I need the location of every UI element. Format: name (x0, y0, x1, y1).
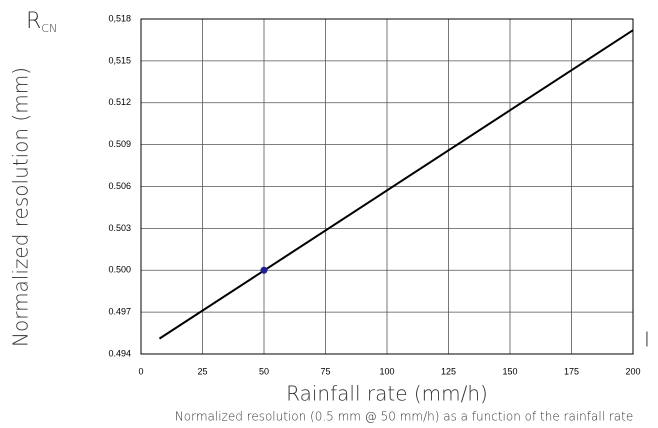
y-tick-label: 0.497 (108, 307, 131, 317)
plot-frame (140, 18, 634, 355)
y-tick-label: 0.509 (108, 139, 131, 149)
x-tick-label: 0 (138, 366, 143, 376)
caption: Normalized resolution (0.5 mm @ 50 mm/h)… (175, 410, 633, 424)
y-tick-label: 0.500 (108, 265, 131, 275)
y-tick-label: 0,518 (108, 13, 131, 23)
y-tick-label: 0.494 (108, 348, 131, 358)
x-tick-label: 75 (320, 366, 330, 376)
x-tick-label: 100 (379, 366, 394, 376)
y-tick-label: 0.512 (108, 97, 131, 107)
x-tick-label: 200 (625, 366, 640, 376)
x-axis-label: Rainfall rate (mm/h) (286, 382, 488, 406)
data-line (158, 29, 634, 340)
data-point (260, 266, 268, 274)
y-tick-label: 0,515 (108, 55, 131, 65)
x-tick-label: 125 (441, 366, 456, 376)
x-tick-label: 25 (197, 366, 207, 376)
annotation: I (644, 328, 650, 352)
y-tick-label: 0.503 (108, 223, 131, 233)
y-axis-label: Normalized resolution (mm) (9, 67, 33, 347)
y-symbol: RCN (26, 9, 57, 35)
x-tick-label: 150 (502, 366, 517, 376)
y-symbol-text: R (26, 9, 41, 34)
x-tick-label: 50 (259, 366, 269, 376)
y-symbol-subscript: CN (41, 22, 57, 35)
x-tick-label: 175 (564, 366, 579, 376)
y-tick-label: 0.506 (108, 181, 131, 191)
